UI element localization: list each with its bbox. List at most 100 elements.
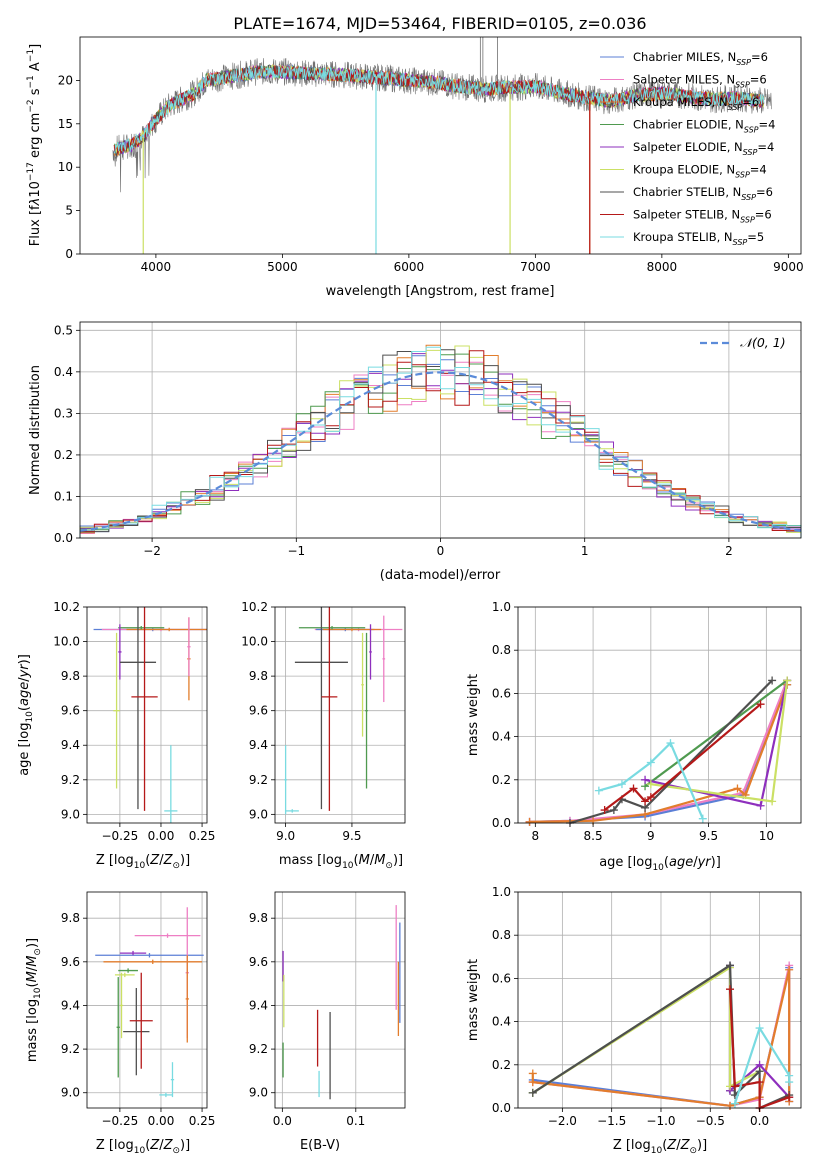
histogram-plot-area: −2 −1 0 1 2 0.0 0.1 0.2 0.3 0.4 0.5 𝒩(0, 1) [54, 321, 802, 558]
y-tick-label: 10.2 [241, 600, 268, 614]
y-tick-label: 10.0 [53, 635, 80, 649]
y-tick-label: 10.2 [53, 600, 80, 614]
age-z-xlabel: Z [log10(Z/Z⊙)] [96, 853, 190, 871]
axes-frame [86, 606, 208, 824]
y-tick-label: 9.2 [249, 773, 268, 787]
legend-label-salpeter_stelib: Salpeter STELIB, NSSP=6 [633, 208, 772, 225]
y-tick-label: 1.0 [492, 600, 511, 614]
mass-weight-line-chabrier_elodie [644, 679, 788, 788]
x-tick-label: −2 [143, 544, 161, 558]
axes-frame [517, 891, 802, 1109]
mass-weight-marker-kroupa_miles [733, 784, 742, 793]
legend-label-chabrier_stelib: Chabrier STELIB, NSSP=6 [633, 185, 773, 202]
x-tick-label: 6000 [394, 260, 425, 274]
mass-weight-marker-chabrier_stelib [768, 676, 777, 685]
x-tick-label: 0 [437, 544, 445, 558]
legend-label-chabrier_elodie: Chabrier ELODIE, NSSP=4 [633, 118, 775, 135]
spectrum-ylabel: Flux [fλ10−17 erg cm−2 s−1 A−1] [26, 44, 43, 246]
y-tick-label: 0.8 [492, 643, 511, 657]
x-tick-label: −0.5 [696, 1114, 725, 1128]
y-tick-label: 9.2 [61, 1042, 80, 1056]
histogram-xlabel: (data-model)/error [380, 568, 501, 583]
y-tick-label: 9.8 [249, 669, 268, 683]
y-tick-label: 9.0 [61, 1086, 80, 1100]
age-vs-metallicity-panel: −0.25 0.00 0.25 9.0 9.2 9.4 9.6 9.8 10.0 10.2 [53, 600, 216, 843]
y-tick-label: 9.2 [249, 1042, 268, 1056]
mass-weight-marker-kroupa_miles [726, 1101, 735, 1110]
x-tick-label: −1.0 [646, 1114, 675, 1128]
y-tick-label: 9.8 [61, 911, 80, 925]
mass-weight-marker-kroupa_miles [528, 1069, 537, 1078]
x-tick-label: 0.25 [189, 1114, 216, 1128]
legend-label-kroupa_miles: Kroupa MILES, NSSP=6 [633, 95, 759, 112]
legend-label-chabrier_miles: Chabrier MILES, NSSP=6 [633, 50, 768, 67]
mass-weight-marker-salpeter_stelib [726, 985, 735, 994]
y-tick-label: 9.4 [249, 998, 268, 1012]
mass-weight-marker-chabrier_stelib [528, 1088, 537, 1097]
mass-vs-metallicity-panel: −0.25 0.00 0.25 9.0 9.2 9.4 9.6 9.8 [61, 891, 216, 1128]
y-tick-label: 0.2 [492, 1058, 511, 1072]
x-tick-label: 4000 [141, 260, 172, 274]
mass-weight-marker-salpeter_stelib [756, 700, 765, 709]
y-tick-label: 9.6 [249, 704, 268, 718]
mass-weight-marker-kroupa_stelib [646, 758, 655, 767]
mass-weight-marker-kroupa_miles [525, 817, 534, 826]
mass-weight-marker-salpeter_stelib [646, 793, 655, 802]
mass-weight-marker-salpeter_stelib [600, 806, 609, 815]
x-tick-label: −0.25 [101, 829, 138, 843]
x-tick-label: 8000 [647, 260, 678, 274]
mass-weight-marker-salpeter_stelib [730, 1082, 739, 1091]
mass-weight-marker-salpeter_elodie [756, 801, 765, 810]
y-tick-label: 0.6 [492, 686, 511, 700]
y-tick-label: 9.8 [61, 669, 80, 683]
age-z-ylabel: age [log10(age/yr)] [17, 654, 35, 776]
y-tick-label: 10.0 [241, 635, 268, 649]
axes-frame [517, 606, 802, 824]
y-tick-label: 9.2 [61, 773, 80, 787]
mw-age-xlabel: age [log10(age/yr)] [599, 855, 721, 873]
mass-weight-marker-kroupa_elodie [783, 676, 792, 685]
x-tick-label: 8 [532, 829, 540, 843]
mass-weight-marker-kroupa_stelib [617, 780, 626, 789]
y-tick-label: 0.4 [54, 365, 73, 379]
axes-frame [274, 891, 406, 1109]
y-tick-label: 10 [58, 160, 73, 174]
y-tick-label: 9.4 [61, 738, 80, 752]
x-tick-label: 0.00 [148, 1114, 175, 1128]
y-tick-label: 9.0 [249, 807, 268, 821]
x-tick-label: 0.25 [189, 829, 216, 843]
y-tick-label: 9.8 [249, 911, 268, 925]
x-tick-label: 0.0 [273, 1114, 292, 1128]
errorbar-group [93, 607, 207, 823]
mass-weight-marker-kroupa_miles [528, 1078, 537, 1087]
x-tick-label: 9.0 [276, 829, 295, 843]
y-tick-label: 0.2 [54, 448, 73, 462]
x-tick-label: 9 [647, 829, 655, 843]
y-tick-label: 0.6 [492, 971, 511, 985]
y-tick-label: 15 [58, 117, 73, 131]
y-tick-label: 0.4 [492, 730, 511, 744]
mass-weight-marker-kroupa_elodie [768, 797, 777, 806]
mass-weight-marker-salpeter_stelib [629, 784, 638, 793]
histogram-kroupa_stelib [79, 346, 802, 538]
mass-weight-marker-salpeter_stelib [785, 1093, 794, 1102]
mass-vs-ebv-panel: 0.0 0.1 9.0 9.2 9.4 9.6 9.8 [249, 891, 406, 1128]
x-tick-label: 7000 [520, 260, 551, 274]
axes-frame [86, 891, 208, 1109]
mass-weight-marker-kroupa_miles [785, 965, 794, 974]
mass-weight-marker-chabrier_stelib [726, 961, 735, 970]
x-tick-label: 9.5 [699, 829, 718, 843]
y-tick-label: 20 [58, 73, 73, 87]
histogram-ylabel: Normed distribution [28, 365, 43, 495]
legend-label-salpeter_elodie: Salpeter ELODIE, NSSP=4 [633, 140, 774, 157]
x-tick-label: −1.5 [597, 1114, 626, 1128]
mass-weight-vs-metallicity-panel: −2.0 −1.5 −1.0 −0.5 0.0 0.0 0.2 0.4 0.6 0.8 1.0 [492, 885, 802, 1128]
mass-weight-marker-chabrier_stelib [755, 1067, 764, 1076]
mass-weight-marker-kroupa_stelib [594, 786, 603, 795]
y-tick-label: 0 [65, 247, 73, 261]
mass-weight-line-kroupa_miles [529, 684, 789, 823]
y-tick-label: 9.6 [61, 955, 80, 969]
spectrum-series-group [112, 37, 772, 254]
legend-label-salpeter_miles: Salpeter MILES, NSSP=6 [633, 73, 767, 90]
y-tick-label: 9.4 [61, 998, 80, 1012]
